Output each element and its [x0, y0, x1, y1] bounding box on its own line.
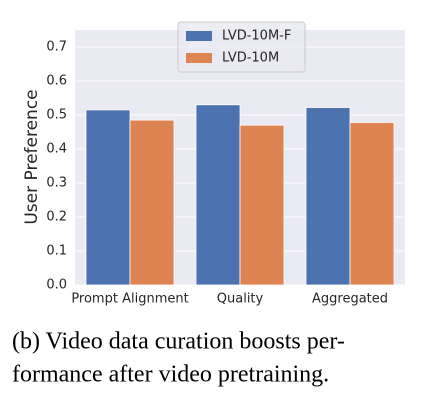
y-tick-label: 0.6 — [46, 74, 67, 89]
caption-line: (b) Video data curation boosts per- — [12, 329, 345, 355]
x-tick-label: Aggregated — [312, 292, 388, 307]
legend-swatch — [186, 53, 212, 63]
y-axis-label: User Preference — [22, 89, 42, 224]
bar — [195, 104, 241, 286]
bar — [129, 119, 175, 286]
y-tick-label: 0.7 — [46, 40, 67, 55]
y-tick-label: 0.4 — [46, 142, 67, 157]
bar — [305, 107, 351, 286]
y-tick-label: 0.2 — [46, 210, 67, 225]
legend-swatch — [186, 31, 212, 41]
bar — [85, 109, 131, 286]
x-tick-label: Quality — [217, 292, 264, 307]
y-tick-label: 0.0 — [46, 278, 67, 293]
bar — [239, 124, 285, 286]
y-tick-label: 0.5 — [46, 108, 67, 123]
y-tick-label: 0.3 — [46, 176, 67, 191]
y-tick-label: 0.1 — [46, 244, 67, 259]
legend-label: LVD-10M — [222, 51, 279, 66]
x-tick-label: Prompt Alignment — [71, 292, 188, 307]
legend-label: LVD-10M-F — [222, 29, 291, 44]
caption-line: formance after video pretraining. — [12, 362, 329, 388]
bar — [349, 122, 395, 286]
